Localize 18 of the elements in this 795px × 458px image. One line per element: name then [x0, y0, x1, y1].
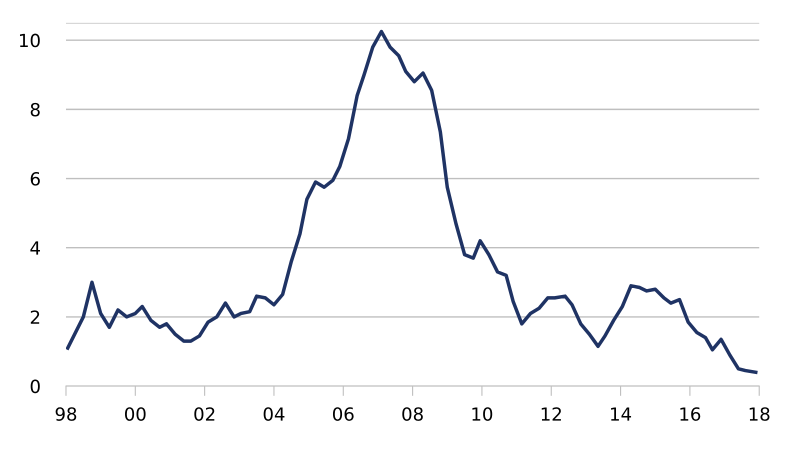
- x-tick-label: 10: [472, 407, 492, 421]
- y-tick-label: 8: [30, 102, 40, 116]
- line-series: [66, 30, 758, 374]
- y-tick-label: 6: [30, 172, 40, 186]
- x-tick-label: 12: [542, 407, 561, 421]
- x-tick-label: 16: [680, 407, 700, 421]
- x-tick-label: 04: [264, 407, 284, 421]
- y-tick-label: 4: [30, 241, 40, 255]
- x-tick-label: 98: [56, 407, 76, 421]
- x-tick-label: 18: [750, 407, 770, 421]
- x-tick-label: 08: [402, 407, 423, 421]
- x-tick-label: 14: [611, 407, 632, 421]
- y-tick-label: 2: [30, 310, 40, 324]
- y-tick-label: 0: [30, 380, 40, 394]
- x-tick-label: 06: [332, 407, 354, 421]
- x-tick-label: 00: [125, 407, 146, 421]
- y-tick-label: 10: [20, 34, 40, 48]
- x-tick-label: 02: [194, 407, 214, 421]
